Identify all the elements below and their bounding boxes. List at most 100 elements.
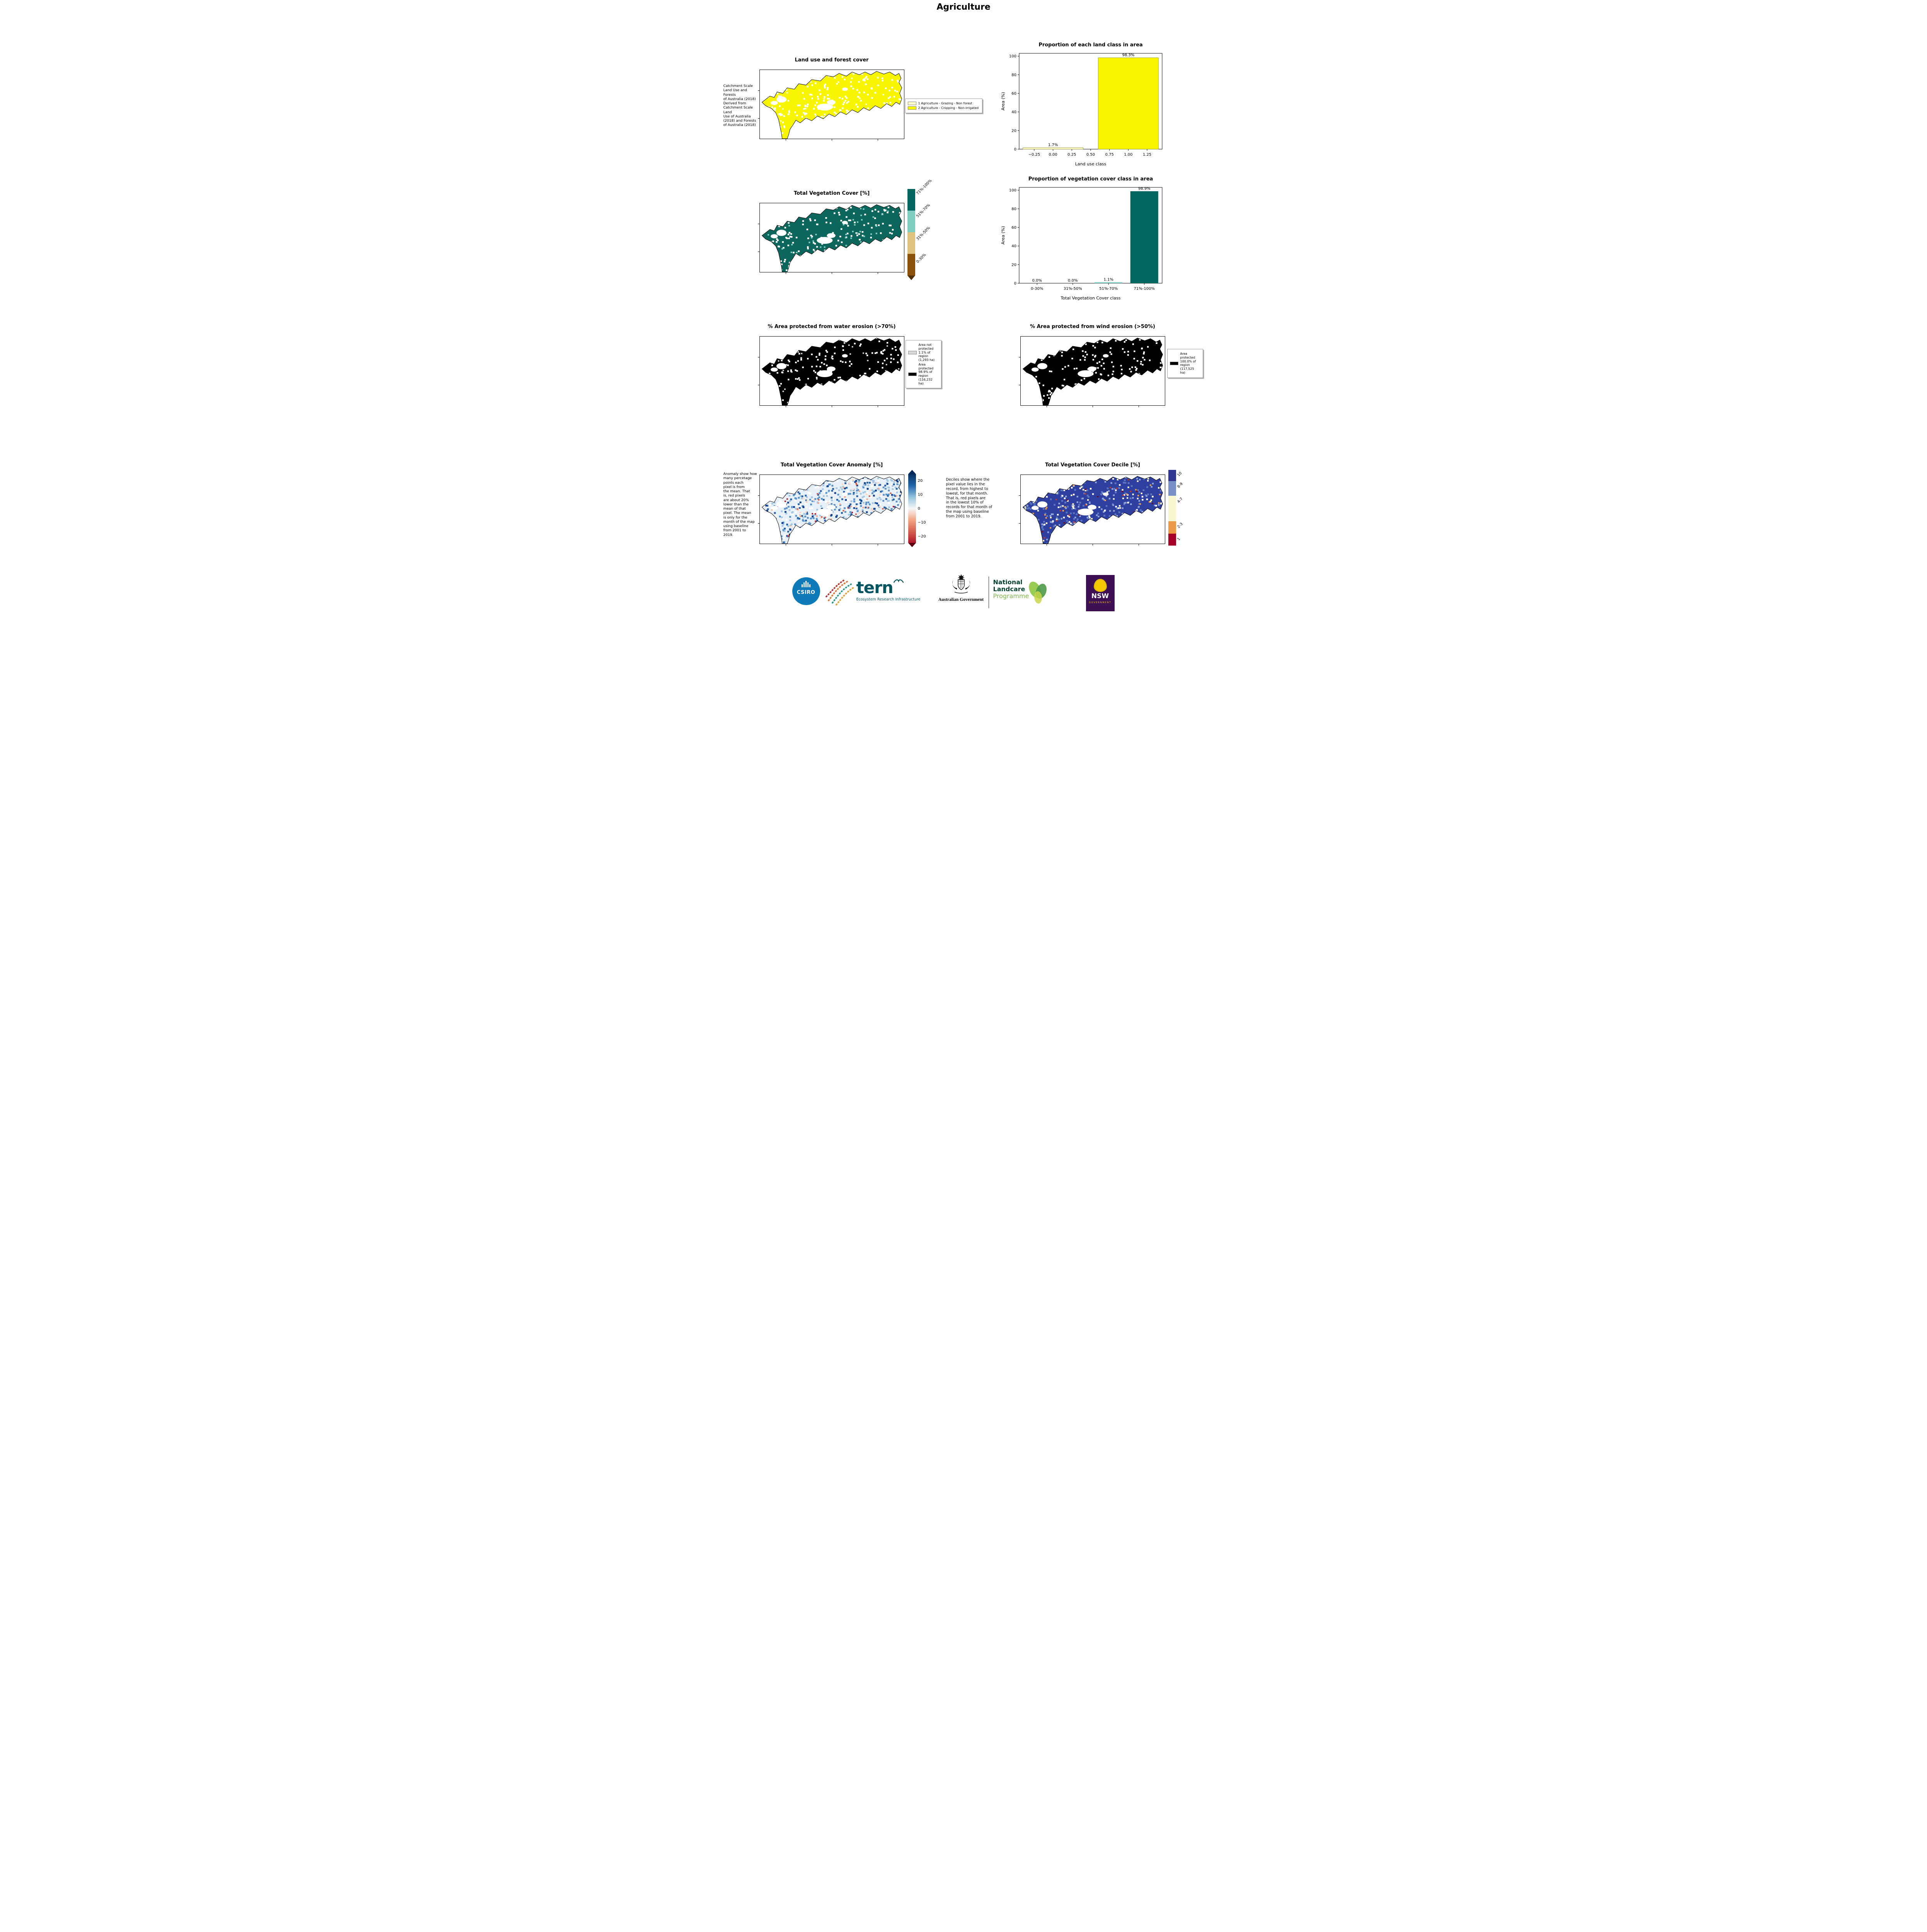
land-use-map	[758, 70, 904, 141]
anomaly-tick-0: 0	[918, 507, 920, 511]
veg-cover-colorbar	[907, 189, 915, 280]
landcare-line3: Programme	[993, 592, 1029, 600]
anomaly-colorbar-bottom-arrow	[908, 543, 916, 547]
colorbar-extend-tip	[907, 276, 915, 280]
decile-label-10: 10	[1176, 471, 1183, 478]
nsw-government-logo: NSW GOVERNMENT	[1086, 575, 1115, 611]
protected-swatch	[908, 372, 917, 376]
x-tick-label: 31%-50%	[1063, 287, 1082, 291]
bar-chart-svg: Proportion of vegetation cover class in …	[1001, 176, 1162, 301]
decile-seg-4-7	[1168, 495, 1176, 522]
colorbar-label-0-30: 0-30%	[915, 252, 927, 264]
not-protected-label: Area not protected 1.1% of region (1,293…	[918, 343, 935, 362]
x-tick-label: −0.25	[1028, 153, 1040, 157]
tern-logo: tern Ecosystem Research Infrastructure	[856, 578, 934, 602]
water-erosion-map-title: % Area protected from water erosion (>70…	[768, 324, 896, 330]
bar-value-label: 98.9%	[1138, 187, 1150, 191]
land-use-source-note: Catchment Scale Land Use and Forests of …	[723, 84, 756, 128]
landcare-leaves-icon	[1026, 578, 1050, 609]
bar-value-label: 0.0%	[1068, 279, 1078, 283]
bar	[1022, 147, 1083, 150]
anomaly-colorbar-gradient	[908, 474, 916, 543]
anomaly-colorbar	[908, 470, 916, 547]
anomaly-map	[758, 474, 904, 546]
region-map-svg	[760, 70, 904, 139]
y-tick-label: 0	[1014, 148, 1016, 152]
y-tick-label: 20	[1011, 129, 1016, 133]
region-outline	[762, 476, 902, 544]
bar-value-label: 0.0%	[1032, 279, 1042, 283]
y-tick-label: 80	[1011, 207, 1016, 211]
wind-protected-swatch	[1169, 361, 1178, 365]
x-axis-label: Land use class	[1075, 162, 1106, 167]
colorbar-label-71-100: 71%-100%	[915, 179, 933, 196]
legend-item-cropping: 2 Agriculture - Cropping - Non-irrigated	[907, 106, 980, 110]
landcare-logo: National Landcare Programme	[993, 578, 1029, 600]
anomaly-tick-neg20: −20	[918, 534, 926, 539]
report-page: Agriculture Land use and forest cover Ca…	[722, 0, 1205, 628]
anomaly-tick-neg10: −10	[918, 520, 926, 525]
legend-item-protected: Area protected 98.9% of region (116,232 …	[908, 363, 939, 386]
colorbar-seg-0-30	[907, 254, 915, 276]
nsw-subtitle: GOVERNMENT	[1089, 601, 1112, 604]
y-tick-label: 60	[1011, 226, 1016, 230]
anomaly-tick-20: 20	[918, 479, 923, 483]
wind-erosion-map	[1018, 336, 1165, 407]
waratah-icon	[1093, 579, 1107, 592]
decile-explainer: Deciles show where the pixel value lies …	[946, 478, 992, 519]
water-erosion-legend: Area not protected 1.1% of region (1,293…	[905, 340, 941, 389]
region-map-svg	[760, 337, 904, 405]
x-axis-label: Total Vegetation Cover class	[1060, 296, 1120, 301]
y-tick-label: 80	[1011, 73, 1016, 77]
y-tick-label: 100	[1009, 54, 1016, 59]
not-protected-swatch	[908, 350, 917, 354]
tern-subtitle: Ecosystem Research Infrastructure	[856, 597, 921, 602]
bar	[1130, 191, 1158, 283]
colorbar-seg-71-100	[907, 189, 915, 211]
region-map-svg	[1021, 337, 1165, 405]
coat-of-arms-icon	[952, 574, 970, 594]
map-axis-tick	[758, 90, 759, 91]
map-axis-tick	[1018, 523, 1020, 524]
x-tick-label: 51%-70%	[1099, 287, 1118, 291]
veg-cover-class-bar-chart: Proportion of vegetation cover class in …	[999, 172, 1166, 303]
decile-label-4-7: 4-7	[1176, 497, 1184, 504]
land-use-map-title: Land use and forest cover	[795, 57, 869, 63]
y-tick-label: 40	[1011, 244, 1016, 248]
decile-seg-8-9	[1168, 481, 1176, 496]
anomaly-explainer: Anomaly show how many percetage points e…	[723, 472, 757, 537]
map-axis-tick	[758, 118, 759, 119]
australian-government-label: Australian Government	[938, 597, 984, 602]
map-axis-tick	[758, 495, 759, 496]
decile-label-8-9: 8-9	[1176, 481, 1184, 489]
y-tick-label: 0	[1014, 282, 1016, 286]
region-outline	[1023, 476, 1163, 544]
bar	[1098, 57, 1159, 150]
tern-wordmark: tern	[856, 578, 894, 597]
anomaly-map-title: Total Vegetation Cover Anomaly [%]	[780, 462, 883, 468]
x-tick-label: 1.25	[1142, 153, 1151, 157]
decile-label-2-3: 2-3	[1176, 522, 1184, 529]
y-axis-label: Area (%)	[1001, 92, 1006, 111]
bar-value-label: 1.1%	[1103, 277, 1113, 282]
x-tick-label: 0-30%	[1031, 287, 1043, 291]
x-tick-label: 0.00	[1049, 153, 1057, 157]
grazing-label: 1 Agriculture - Grazing - Non forest	[918, 102, 972, 105]
region-map-svg	[760, 475, 904, 544]
decile-seg-10	[1168, 470, 1176, 481]
y-axis-label: Area (%)	[1001, 226, 1006, 245]
water-erosion-map	[758, 336, 904, 407]
region-outline	[762, 338, 902, 405]
region-map-svg	[760, 203, 904, 272]
australian-government-logo: Australian Government	[938, 574, 984, 602]
nsw-label: NSW	[1091, 592, 1109, 600]
decile-label-1: 1	[1176, 537, 1181, 542]
veg-cover-map-title: Total Vegetation Cover [%]	[793, 190, 870, 196]
legend-item-wind-protected: Area protected 100.0% of region (117,525…	[1169, 352, 1200, 375]
anomaly-tick-10: 10	[918, 493, 923, 497]
chart-title: Proportion of each land class in area	[1038, 42, 1142, 48]
x-tick-label: 0.25	[1067, 153, 1076, 157]
bar-value-label: 98.3%	[1122, 53, 1134, 57]
cropping-swatch	[907, 106, 916, 110]
x-tick-label: 1.00	[1124, 153, 1132, 157]
